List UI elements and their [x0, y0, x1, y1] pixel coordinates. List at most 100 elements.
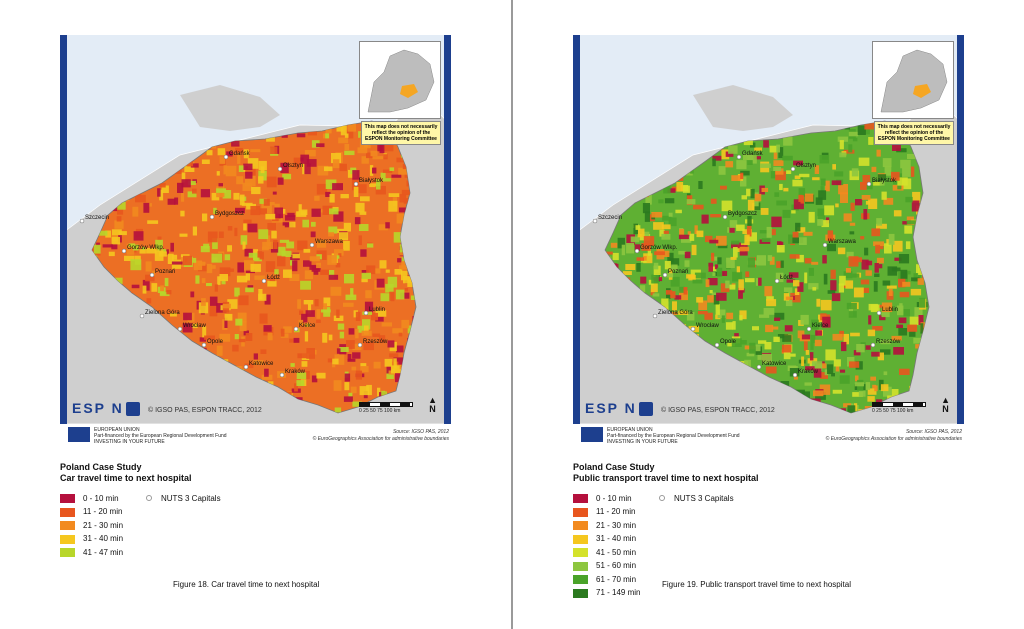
- travel-time-cell: [290, 257, 295, 266]
- travel-time-cell: [882, 280, 891, 286]
- travel-time-cell: [247, 158, 259, 169]
- capital-marker: [139, 313, 145, 319]
- travel-time-cell: [333, 315, 344, 321]
- travel-time-cell: [832, 164, 836, 170]
- travel-time-cell: [694, 225, 698, 235]
- travel-time-cell: [325, 133, 330, 139]
- travel-time-cell: [739, 315, 743, 321]
- scale-bar: 0 25 50 75 100 km: [872, 402, 926, 414]
- travel-time-cell: [111, 229, 122, 238]
- travel-time-cell: [245, 175, 256, 187]
- capital-marker: [592, 218, 598, 224]
- travel-time-cell: [365, 290, 372, 299]
- city-label: Katowice: [762, 361, 787, 367]
- travel-time-cell: [874, 385, 878, 392]
- travel-time-cell: [200, 246, 210, 253]
- legend-item: 51 - 60 min: [573, 560, 640, 574]
- travel-time-cell: [379, 143, 385, 154]
- travel-time-cell: [316, 319, 321, 323]
- travel-time-cell: [709, 290, 713, 294]
- travel-time-cell: [863, 209, 868, 220]
- travel-time-cell: [805, 350, 810, 355]
- island-land: [180, 85, 280, 131]
- travel-time-cell: [351, 366, 357, 371]
- travel-time-cell: [304, 270, 313, 280]
- travel-time-cell: [821, 220, 829, 228]
- travel-time-cell: [309, 256, 320, 262]
- travel-time-cell: [118, 234, 122, 243]
- travel-time-cell: [712, 158, 716, 167]
- travel-time-cell: [243, 163, 253, 170]
- travel-time-cell: [840, 192, 848, 203]
- travel-time-cell: [716, 292, 727, 301]
- travel-time-cell: [839, 275, 846, 286]
- travel-time-cell: [641, 243, 651, 251]
- travel-time-cell: [911, 200, 920, 212]
- travel-time-cell: [277, 256, 286, 267]
- travel-time-cell: [378, 335, 386, 343]
- travel-time-cell: [799, 237, 807, 245]
- travel-time-cell: [792, 231, 799, 241]
- travel-time-cell: [621, 244, 626, 256]
- travel-time-cell: [237, 312, 247, 323]
- travel-time-cell: [881, 302, 893, 313]
- travel-time-cell: [755, 344, 761, 352]
- travel-time-cell: [167, 253, 174, 264]
- travel-time-cell: [839, 330, 844, 337]
- travel-time-cell: [840, 369, 846, 373]
- travel-time-cell: [203, 243, 210, 249]
- travel-time-cell: [760, 208, 769, 215]
- travel-time-cell: [905, 196, 913, 203]
- travel-time-cell: [743, 154, 754, 160]
- travel-time-cell: [892, 144, 901, 151]
- travel-time-cell: [280, 162, 289, 174]
- travel-time-cell: [390, 365, 402, 374]
- legend-item: 41 - 47 min: [60, 546, 123, 560]
- capital-marker: [662, 272, 668, 278]
- capital-marker: [774, 278, 780, 284]
- travel-time-cell: [345, 294, 357, 301]
- travel-time-cell: [800, 314, 809, 325]
- travel-time-cell: [201, 159, 210, 164]
- travel-time-cell: [835, 365, 840, 372]
- travel-time-cell: [146, 248, 157, 254]
- travel-time-cell: [166, 290, 172, 295]
- capital-dot-icon: [659, 495, 665, 501]
- city-label: Gorzów Wlkp.: [640, 245, 678, 251]
- travel-time-cell: [334, 354, 345, 365]
- travel-time-cell: [818, 190, 827, 200]
- travel-time-cell: [815, 330, 823, 336]
- travel-time-cell: [909, 330, 916, 337]
- legend-label: 0 - 10 min: [83, 493, 119, 503]
- travel-time-cell: [877, 174, 887, 181]
- travel-time-cell: [238, 338, 246, 343]
- travel-time-cell: [881, 191, 887, 200]
- travel-time-cell: [316, 309, 321, 319]
- travel-time-cell: [679, 286, 685, 293]
- travel-time-cell: [675, 209, 682, 214]
- travel-time-cell: [323, 303, 327, 310]
- travel-time-cell: [739, 246, 750, 252]
- capital-marker: [652, 313, 658, 319]
- travel-time-cell: [157, 188, 161, 197]
- travel-time-cell: [258, 170, 267, 181]
- travel-time-cell: [209, 296, 218, 306]
- travel-time-cell: [267, 223, 276, 230]
- capital-marker: [149, 272, 155, 278]
- travel-time-cell: [181, 190, 185, 202]
- travel-time-cell: [773, 160, 784, 166]
- city-label: Kraków: [798, 369, 819, 375]
- travel-time-cell: [332, 358, 339, 365]
- legend-item: 11 - 20 min: [573, 506, 640, 520]
- travel-time-cell: [789, 254, 800, 259]
- travel-time-cell: [785, 295, 793, 307]
- travel-time-cell: [736, 224, 745, 231]
- travel-time-cell: [360, 366, 369, 373]
- travel-time-cell: [827, 290, 836, 294]
- travel-time-cell: [841, 341, 847, 352]
- travel-time-cell: [165, 249, 169, 255]
- travel-time-cell: [839, 375, 850, 384]
- travel-time-cell: [617, 237, 625, 249]
- travel-time-cell: [850, 202, 855, 211]
- travel-time-cell: [397, 258, 403, 263]
